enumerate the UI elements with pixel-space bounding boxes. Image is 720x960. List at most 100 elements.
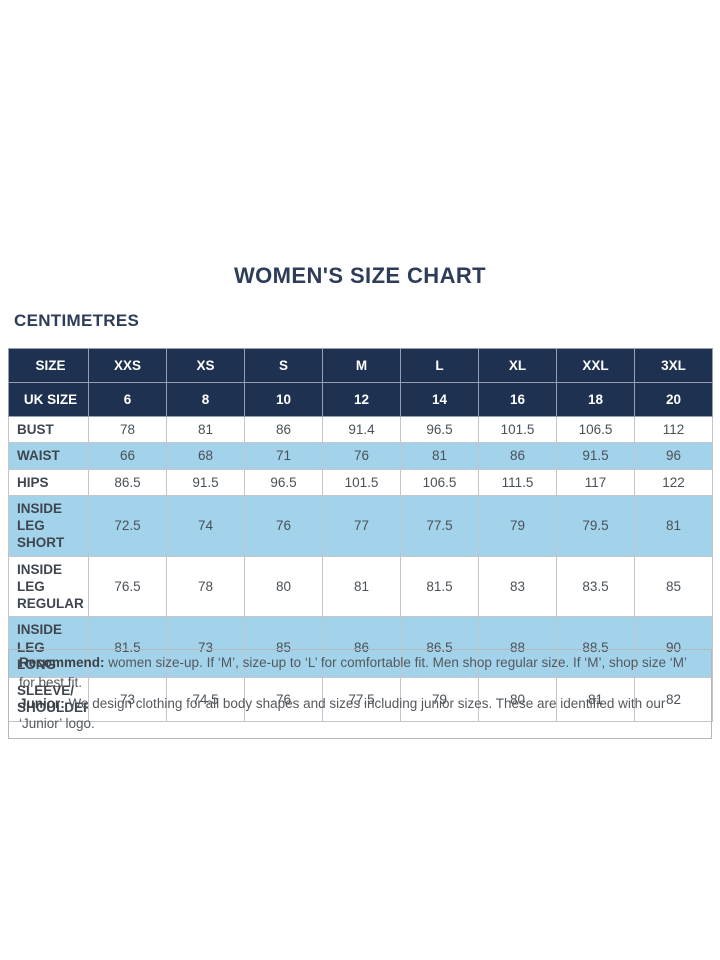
- value-cell: 82: [634, 677, 713, 722]
- value-cell: 8: [166, 382, 245, 417]
- value-cell: 96: [634, 442, 713, 470]
- value-cell: 81: [166, 415, 245, 444]
- value-cell: 76.5: [88, 555, 167, 618]
- row-label-cell: INSIDE LEG LONG: [8, 616, 89, 679]
- unit-subtitle: CENTIMETRES: [14, 311, 140, 330]
- value-cell: 74: [166, 494, 245, 557]
- value-cell: XL: [478, 348, 557, 383]
- value-cell: 81.5: [88, 616, 167, 679]
- value-cell: 79.5: [556, 494, 635, 557]
- recommend-note: Recommend: women size-up. If ‘M’, size-u…: [19, 653, 701, 694]
- value-cell: 78: [88, 415, 167, 444]
- value-cell: 117: [556, 468, 635, 496]
- value-cell: 81: [400, 442, 479, 470]
- value-cell: 106.5: [400, 468, 479, 496]
- value-cell: XS: [166, 348, 245, 383]
- value-cell: 88: [478, 616, 557, 679]
- value-cell: 68: [166, 442, 245, 470]
- value-cell: 16: [478, 382, 557, 417]
- size-table-head: SIZE XXS XS S M L XL XXL 3XL UK SIZE 6 8 10 12 14 16 18 2…: [8, 348, 713, 417]
- value-cell: 73: [88, 677, 167, 722]
- value-cell: 101.5: [478, 415, 557, 444]
- value-cell: 101.5: [322, 468, 401, 496]
- value-cell: S: [244, 348, 323, 383]
- value-cell: 20: [634, 382, 713, 417]
- recommend-note-label: Recommend:: [19, 655, 105, 670]
- value-cell: 12: [322, 382, 401, 417]
- value-cell: 91.5: [166, 468, 245, 496]
- value-cell: 10: [244, 382, 323, 417]
- row-label-cell: UK SIZE: [8, 382, 89, 417]
- value-cell: 80: [244, 555, 323, 618]
- row-label-cell: INSIDE LEG SHORT: [8, 494, 89, 557]
- value-cell: 76: [322, 442, 401, 470]
- value-cell: 77: [322, 494, 401, 557]
- value-cell: 66: [88, 442, 167, 470]
- value-cell: 6: [88, 382, 167, 417]
- value-cell: 76: [244, 677, 323, 722]
- value-cell: 86.5: [88, 468, 167, 496]
- value-cell: 86.5: [400, 616, 479, 679]
- value-cell: 122: [634, 468, 713, 496]
- value-cell: 77.5: [400, 494, 479, 557]
- value-cell: 96.5: [244, 468, 323, 496]
- measurement-row: HIPS 86.5 91.5 96.5 101.5 106.5 111.5 117 122: [8, 468, 713, 496]
- value-cell: 77.5: [322, 677, 401, 722]
- measurement-row: INSIDE LEG LONG 81.5 73 85 86 86.5 88 88.5 90: [8, 616, 713, 679]
- size-header-row: SIZE XXS XS S M L XL XXL 3XL: [8, 348, 713, 383]
- value-cell: 80: [478, 677, 557, 722]
- value-cell: 90: [634, 616, 713, 679]
- value-cell: 81: [556, 677, 635, 722]
- value-cell: XXL: [556, 348, 635, 383]
- value-cell: M: [322, 348, 401, 383]
- page-title: WOMEN'S SIZE CHART: [234, 263, 486, 288]
- junior-note-label: Junior:: [19, 695, 65, 711]
- value-cell: 73: [166, 616, 245, 679]
- value-cell: 72.5: [88, 494, 167, 557]
- value-cell: 79: [478, 494, 557, 557]
- value-cell: 86: [322, 616, 401, 679]
- value-cell: 71: [244, 442, 323, 470]
- size-table: SIZE XXS XS S M L XL XXL 3XL UK SIZE 6 8 10 12 14 16 18 2…: [8, 348, 713, 722]
- measurement-row: BUST 78 81 86 91.4 96.5 101.5 106.5 112: [8, 415, 713, 444]
- value-cell: 79: [400, 677, 479, 722]
- value-cell: 96.5: [400, 415, 479, 444]
- value-cell: 85: [634, 555, 713, 618]
- value-cell: 81.5: [400, 555, 479, 618]
- value-cell: XXS: [88, 348, 167, 383]
- value-cell: 81: [634, 494, 713, 557]
- value-cell: 112: [634, 415, 713, 444]
- value-cell: 83: [478, 555, 557, 618]
- value-cell: 3XL: [634, 348, 713, 383]
- value-cell: 76: [244, 494, 323, 557]
- value-cell: 91.4: [322, 415, 401, 444]
- row-label-cell: INSIDE LEG REGULAR: [8, 555, 89, 618]
- junior-note-text: We design clothing for all body shapes a…: [19, 695, 666, 731]
- value-cell: 91.5: [556, 442, 635, 470]
- measurement-row: SLEEVE/ SHOULDER 73 74.5 76 77.5 79 80 81 82: [8, 677, 713, 722]
- row-label-cell: BUST: [8, 415, 89, 444]
- value-cell: 74.5: [166, 677, 245, 722]
- measurement-row: INSIDE LEG SHORT 72.5 74 76 77 77.5 79 79.5 81: [8, 494, 713, 557]
- value-cell: 86: [478, 442, 557, 470]
- value-cell: 81: [322, 555, 401, 618]
- measurement-row: WAIST 66 68 71 76 81 86 91.5 96: [8, 442, 713, 470]
- size-table-body: BUST 78 81 86 91.4 96.5 101.5 106.5 112 WAIST 66 68…: [8, 415, 713, 722]
- size-header-row: UK SIZE 6 8 10 12 14 16 18 20: [8, 382, 713, 417]
- row-label-cell: HIPS: [8, 468, 89, 496]
- row-label-cell: SIZE: [8, 348, 89, 383]
- row-label-cell: WAIST: [8, 442, 89, 470]
- value-cell: 83.5: [556, 555, 635, 618]
- value-cell: 14: [400, 382, 479, 417]
- junior-note: Junior: We design clothing for all body …: [19, 694, 701, 735]
- value-cell: 88.5: [556, 616, 635, 679]
- value-cell: L: [400, 348, 479, 383]
- measurement-row: INSIDE LEG REGULAR 76.5 78 80 81 81.5 83 83.5 85: [8, 555, 713, 618]
- row-label-cell: SLEEVE/ SHOULDER: [8, 677, 89, 722]
- value-cell: 78: [166, 555, 245, 618]
- recommend-note-text: women size-up. If ‘M’, size-up to ‘L’ fo…: [19, 655, 687, 691]
- value-cell: 111.5: [478, 468, 557, 496]
- value-cell: 18: [556, 382, 635, 417]
- notes-box: Recommend: women size-up. If ‘M’, size-u…: [8, 649, 712, 739]
- value-cell: 106.5: [556, 415, 635, 444]
